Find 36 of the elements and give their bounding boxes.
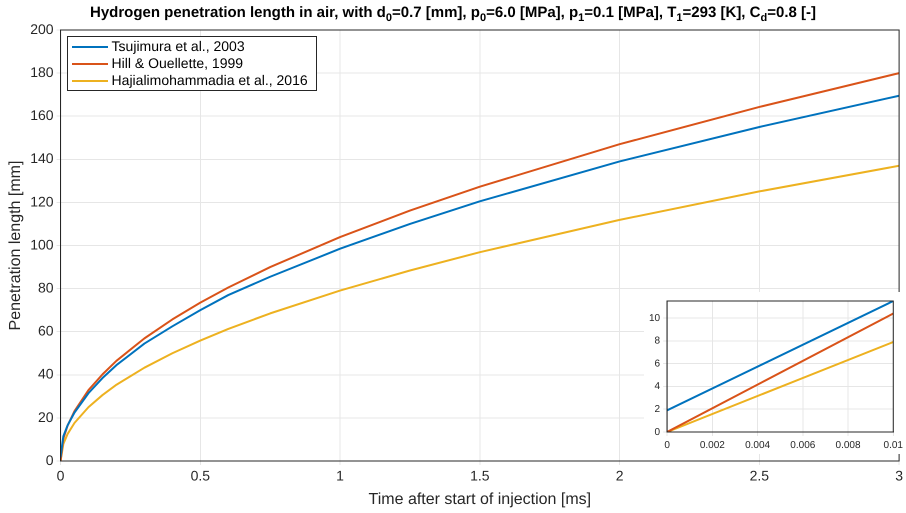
y-tick-label: 180 (30, 64, 54, 80)
x-axis-title: Time after start of injection [ms] (368, 490, 592, 508)
y-tick-label: 140 (30, 150, 54, 166)
x-tick-label: 2 (616, 467, 624, 484)
y-tick-label: 100 (30, 236, 54, 252)
x-tick-label: 0.01 (884, 440, 904, 451)
y-tick-label: 200 (30, 20, 54, 37)
y-tick-label: 0 (46, 452, 54, 468)
x-tick-label: 3 (895, 467, 904, 484)
chart-title: Hydrogen penetration length in air, with d$_{0}$=0.7 [mm], p$_{0}$=6.0 [MPa], p$_{1}$=0.1 [MPa], T$_{1}$=293 [K], C$_{d}$=0.8 [-] (90, 4, 816, 24)
x-tick-label: 2.5 (750, 467, 770, 484)
legend-label: Tsujimura et al., 2003 (110, 38, 246, 55)
y-tick-label: 120 (30, 193, 54, 210)
x-tick-label: 0.008 (836, 440, 861, 451)
y-tick-label: 20 (38, 408, 54, 425)
y-tick-label: 10 (649, 312, 661, 324)
x-tick-label: 0 (56, 467, 65, 484)
y-tick-label: 40 (38, 366, 54, 382)
y-tick-label: 6 (654, 358, 661, 370)
x-tick-label: 0.002 (700, 440, 726, 451)
y-tick-label: 160 (30, 107, 54, 124)
y-tick-label: 8 (654, 336, 661, 347)
x-tick-label: 1.5 (470, 467, 490, 484)
y-tick-label: 0 (654, 426, 661, 438)
y-tick-label: 4 (654, 381, 661, 392)
y-tick-label: 2 (654, 404, 661, 415)
y-tick-label: 80 (38, 279, 54, 296)
x-tick-label: 0.5 (190, 467, 210, 484)
legend-label: Hajialimohammadia et al., 2016 (110, 72, 308, 89)
x-tick-label: 1 (336, 467, 344, 484)
y-tick-label: 60 (38, 322, 54, 339)
x-tick-label: 0.006 (790, 440, 816, 451)
x-tick-label: 0 (664, 440, 670, 451)
y-axis-title: Penetration length [mm] (7, 160, 24, 330)
x-tick-label: 0.004 (745, 440, 771, 451)
legend-label: Hill & Ouellette, 1999 (110, 55, 244, 72)
